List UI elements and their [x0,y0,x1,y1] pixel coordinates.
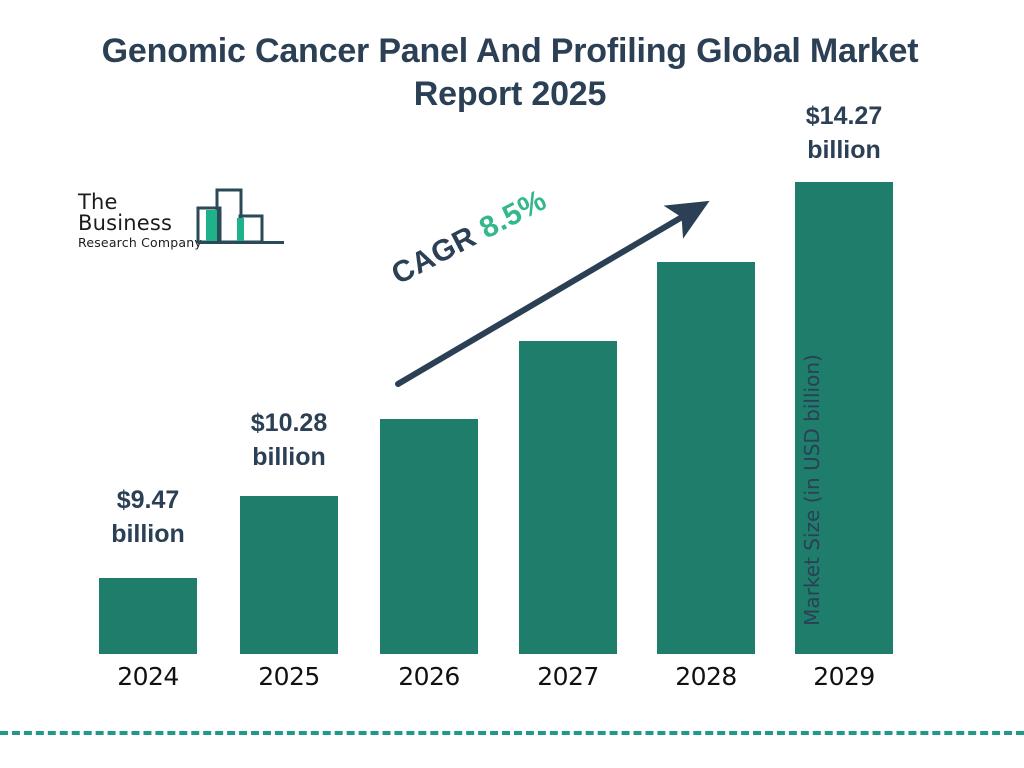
x-tick-label-2028: 2028 [675,662,737,691]
x-tick-label-2024: 2024 [117,662,179,691]
bar-2029 [795,182,893,654]
page-title: Genomic Cancer Panel And Profiling Globa… [101,32,919,113]
y-axis-caption: Market Size (in USD billion) [800,354,825,626]
value-label-2025: $10.28 billion [229,407,349,474]
value-label-2024-unit: billion [111,519,185,548]
brand-logo: The Business Research Company [78,188,284,250]
x-tick-label-2026: 2026 [398,662,460,691]
y-axis-caption-host: Market Size (in USD billion) [800,300,952,680]
value-label-2025-amount: $10.28 [250,409,328,437]
x-tick-label-2027: 2027 [537,662,599,691]
brand-name-secondary: Research Company [78,235,202,250]
value-label-2029-unit: billion [807,135,881,164]
value-label-2024: $9.47 billion [88,484,208,551]
value-label-2025-unit: billion [252,442,326,471]
bar-2027 [519,341,617,654]
footer-divider [0,731,1024,735]
brand-name-primary: The Business [78,190,173,235]
brand-logo-text: The Business Research Company [78,192,218,250]
bar-chart-logo-mark-icon [196,188,284,244]
value-label-2029-amount: $14.27 [805,102,883,130]
value-label-2024-amount: $9.47 [116,486,180,514]
bar-2025 [240,496,338,654]
x-tick-label-2029: 2029 [813,662,875,691]
bar-2026 [380,419,478,654]
bar-2028 [657,262,755,654]
value-label-2029: $14.27 billion [784,100,904,167]
x-tick-label-2025: 2025 [258,662,320,691]
bar-2024 [99,578,197,654]
